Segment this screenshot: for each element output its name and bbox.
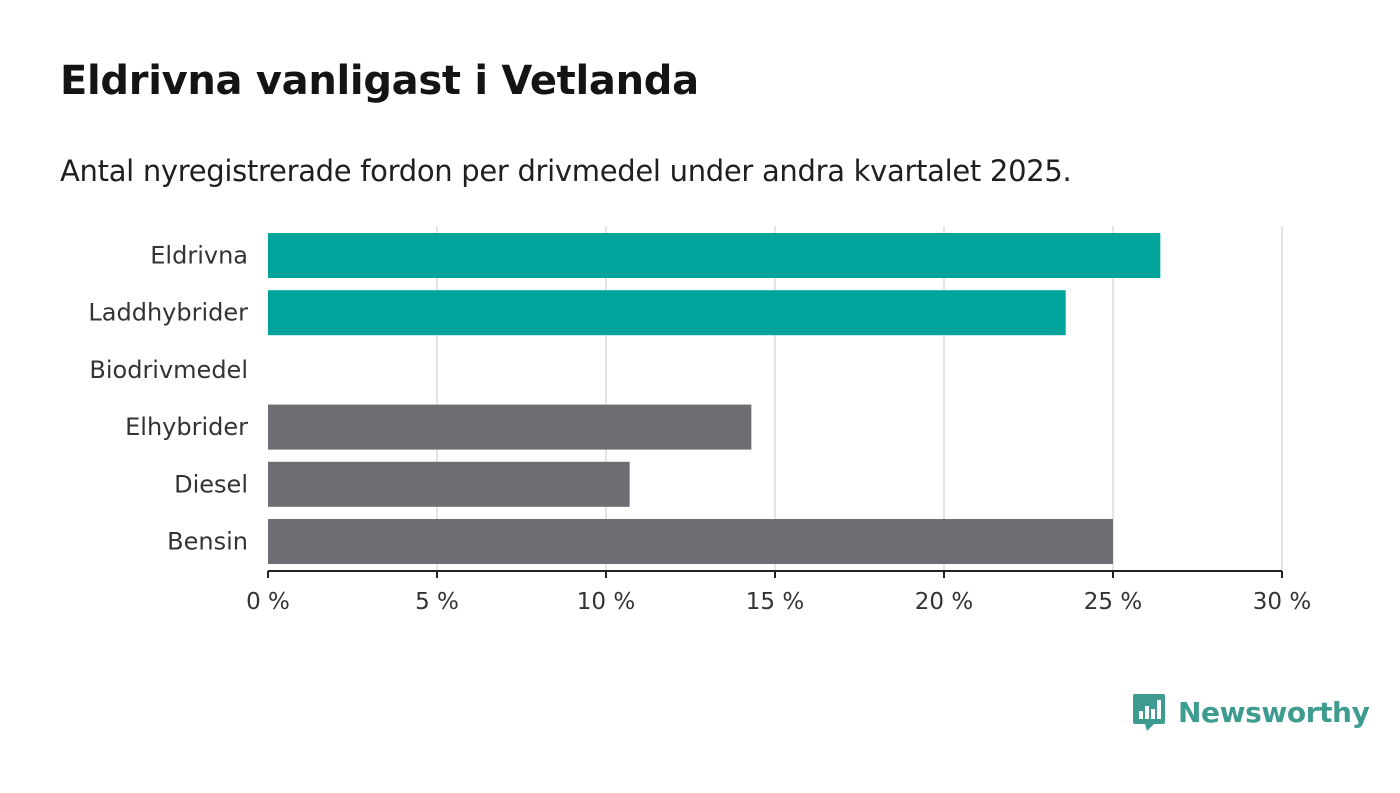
x-tick-label-3: 15 % (746, 589, 804, 615)
x-tick-label-6: 30 % (1253, 589, 1311, 615)
newsworthy-chart-bubble-icon (1133, 694, 1165, 731)
brand-logo: Newsworthy (1132, 690, 1370, 734)
chart-title: Eldrivna vanligast i Vetlanda (60, 58, 699, 104)
x-tick-label-2: 10 % (577, 589, 635, 615)
category-label-eldrivna: Eldrivna (150, 242, 248, 270)
x-tick-label-4: 20 % (915, 589, 973, 615)
category-label-diesel: Diesel (174, 470, 248, 498)
bar-laddhybrider (268, 290, 1066, 336)
brand-name: Newsworthy (1178, 695, 1370, 729)
x-axis: 0 % 5 % 10 % 15 % 20 % 25 % 30 % (246, 570, 1311, 615)
category-label-bensin: Bensin (167, 528, 248, 556)
category-label-elhybrider: Elhybrider (125, 413, 248, 441)
bars (268, 233, 1161, 564)
x-tick-label-1: 5 % (415, 589, 459, 615)
x-tick-label-0: 0 % (246, 589, 290, 615)
category-labels: Eldrivna Laddhybrider Biodrivmedel Elhybrid… (88, 242, 248, 556)
bar-elhybrider (268, 404, 752, 450)
bar-bensin (268, 519, 1113, 564)
category-label-biodrivmedel: Biodrivmedel (89, 356, 248, 384)
bar-chart: Eldrivna Laddhybrider Biodrivmedel Elhybrid… (88, 226, 1311, 615)
category-label-laddhybrider: Laddhybrider (88, 299, 248, 327)
bar-eldrivna (268, 233, 1161, 278)
chart-subtitle: Antal nyregistrerade fordon per drivmede… (60, 154, 1072, 188)
grid-lines (436, 226, 1283, 571)
x-tick-label-5: 25 % (1084, 589, 1142, 615)
bar-diesel (268, 461, 630, 507)
